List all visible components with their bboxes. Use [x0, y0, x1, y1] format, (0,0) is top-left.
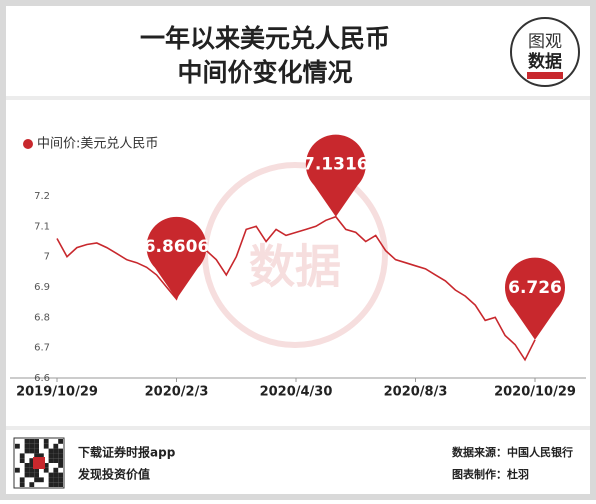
qr-cell [48, 477, 54, 483]
qr-cell [58, 439, 63, 444]
logo-band [527, 72, 563, 79]
qr-cell [48, 458, 54, 463]
footer-text: 下载证券时报app [78, 445, 176, 460]
qr-cell [29, 472, 35, 478]
qr-cell [53, 472, 59, 478]
qr-cell [29, 467, 35, 473]
qr-cell [24, 472, 30, 478]
qr-cell [15, 467, 20, 473]
logo-ring [510, 17, 580, 87]
qr-cell [24, 448, 30, 454]
chart-title: 一年以来美元兑人民币 [140, 24, 390, 53]
logo-text: 图观 [528, 32, 562, 52]
x-tick-label: 2020/2/3 [145, 385, 209, 400]
footer-divider [6, 426, 590, 430]
x-tick-label: 2019/10/29 [16, 385, 98, 400]
x-tick-label: 2020/4/30 [260, 385, 333, 400]
qr-cell [53, 482, 59, 487]
y-tick-label: 7 [44, 252, 50, 263]
qr-cell [24, 439, 30, 444]
qr-cell [15, 443, 20, 449]
qr-cell [29, 458, 35, 463]
footer-text: 发现投资价值 [77, 467, 150, 482]
qr-cell [43, 463, 49, 468]
qr-cell [53, 448, 59, 454]
footer-text: 图表制作：杜羽 [452, 467, 529, 481]
qr-cell [39, 477, 44, 483]
y-tick-label: 6.8 [34, 312, 50, 323]
qr-cell [34, 472, 39, 478]
qr-cell [19, 482, 25, 487]
callout [505, 257, 566, 340]
x-tick-label: 2020/8/3 [384, 385, 448, 400]
callout [146, 216, 207, 299]
data-label: 7.1316 [303, 155, 369, 175]
qr-cell [39, 453, 44, 459]
qr-code [13, 437, 65, 489]
qr-cell [53, 443, 59, 449]
footer-text: 数据来源：中国人民银行 [452, 445, 573, 459]
qr-cell [29, 448, 35, 454]
legend-marker [23, 139, 33, 149]
header-divider [6, 96, 590, 100]
qr-cell [19, 458, 25, 463]
qr-cell [34, 477, 39, 483]
qr-cell [34, 467, 39, 473]
qr-cell [48, 482, 54, 487]
qr-cell [58, 463, 63, 468]
y-tick-label: 6.9 [34, 282, 50, 293]
series-line [56, 215, 536, 362]
data-label: 6.726 [508, 278, 562, 298]
y-tick-label: 7.1 [34, 221, 50, 232]
logo-text: 数据 [528, 51, 562, 72]
qr-cell [29, 443, 35, 449]
x-tick-label: 2020/10/29 [494, 385, 576, 400]
callout [305, 134, 366, 217]
qr-cell [34, 439, 39, 444]
qr-cell [53, 453, 59, 459]
qr-cell [53, 458, 59, 463]
y-tick-label: 7.2 [34, 191, 50, 202]
qr-cell [24, 443, 30, 449]
qr-cell [43, 443, 49, 449]
chart-title: 中间价变化情况 [177, 58, 352, 87]
qr-cell [24, 463, 30, 468]
qr-cell [29, 463, 35, 468]
qr-cell [53, 477, 59, 483]
qr-center [33, 457, 45, 469]
qr-cell [53, 467, 59, 473]
data-label: 6.8606 [144, 237, 210, 257]
qr-cell [43, 467, 49, 473]
qr-cell [58, 482, 63, 487]
card [6, 6, 590, 494]
watermark: 数据 [249, 240, 341, 294]
qr-cell [24, 467, 30, 473]
qr-cell [34, 448, 39, 454]
qr-cell [48, 453, 54, 459]
legend-label: 中间价:美元兑人民币 [37, 137, 158, 152]
qr-cell [58, 448, 63, 454]
qr-cell [19, 477, 25, 483]
qr-cell [43, 439, 49, 444]
qr-cell [58, 472, 63, 478]
qr-cell [48, 472, 54, 478]
qr-cell [48, 448, 54, 454]
qr-cell [19, 453, 25, 459]
y-tick-label: 6.7 [34, 343, 50, 354]
y-tick-label: 6.6 [34, 373, 50, 384]
qr-cell [29, 439, 35, 444]
qr-cell [34, 443, 39, 449]
qr-cell [29, 482, 35, 487]
qr-cell [58, 453, 63, 459]
qr-cell [58, 477, 63, 483]
qr-cell [58, 458, 63, 463]
qr-cell [34, 453, 39, 459]
